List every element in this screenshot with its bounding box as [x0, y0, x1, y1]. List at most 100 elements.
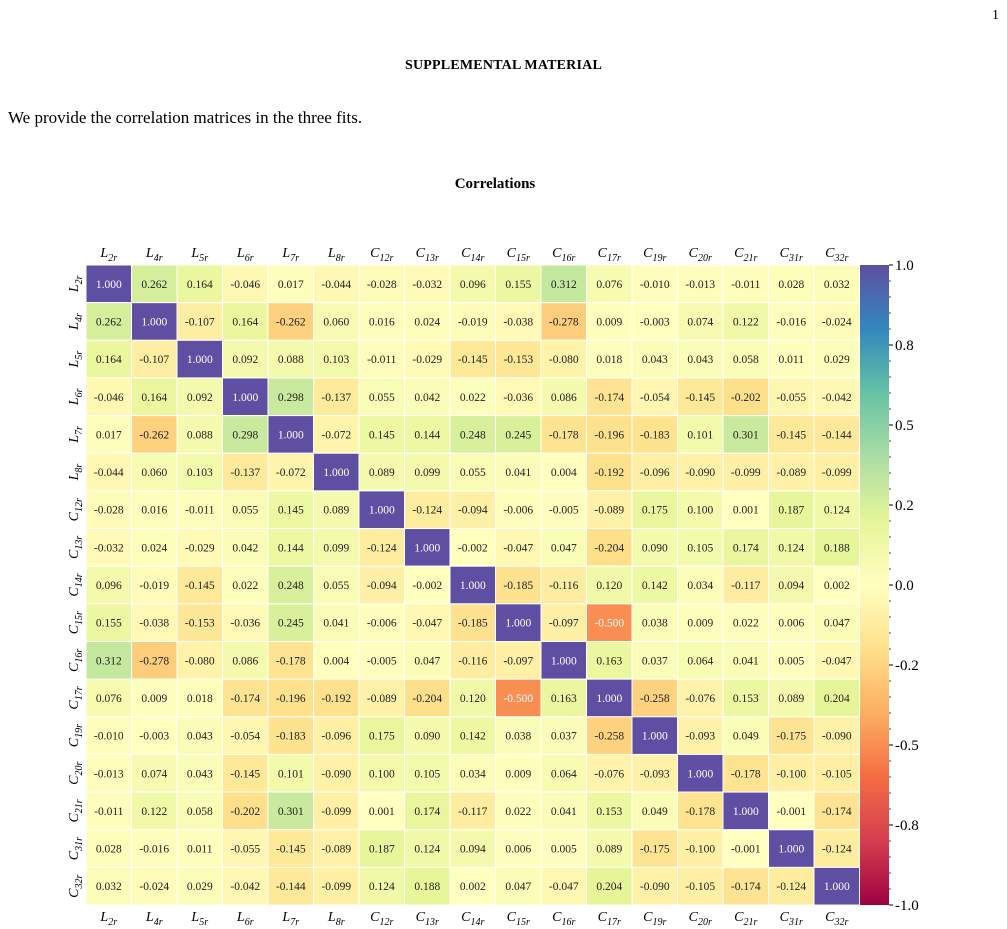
cell-value-label: -0.005 [549, 505, 579, 517]
cell-value-label: -0.145 [458, 354, 488, 366]
row-label: L7r [67, 426, 85, 444]
heatmap-cell [768, 302, 815, 341]
cell-value-label: 1.000 [278, 429, 304, 441]
cell-value-label: -0.144 [822, 429, 852, 441]
cell-value-label: 0.122 [733, 316, 759, 328]
column-label-bottom: L8r [327, 910, 345, 928]
row-label: C31r [67, 837, 85, 860]
colorbar-tick-label: -0.2 [895, 658, 919, 674]
heatmap-cell [768, 490, 815, 530]
column-label-top: C19r [643, 246, 666, 264]
cell-value-label: 0.312 [96, 655, 122, 667]
heatmap-cell [768, 377, 815, 417]
column-label-bottom: C15r [507, 910, 530, 928]
cell-value-label: 0.103 [323, 354, 349, 366]
cell-value-label: 0.163 [551, 693, 577, 705]
heatmap-cell [586, 678, 633, 718]
cell-value-label: 0.029 [187, 881, 213, 893]
cell-value-label: -0.005 [367, 655, 397, 667]
cell-value-label: -0.046 [94, 392, 124, 404]
heatmap-cell [813, 641, 860, 680]
colorbar-tick-label: -1.0 [895, 898, 919, 914]
heatmap-cell [677, 528, 724, 567]
cell-value-label: -0.174 [230, 693, 260, 705]
row-label: L5r [67, 351, 85, 369]
heatmap-cell [313, 565, 360, 605]
cell-value-label: 0.164 [187, 279, 213, 291]
cell-value-label: 0.028 [96, 844, 122, 856]
cell-value-label: -0.016 [139, 844, 169, 856]
heatmap-cell [404, 264, 451, 304]
cell-value-label: 0.142 [460, 731, 486, 743]
cell-value-label: 0.058 [733, 354, 759, 366]
heatmap-cell [813, 528, 860, 567]
cell-value-label: 0.002 [824, 580, 850, 592]
heatmap-cell [813, 603, 860, 642]
heatmap-cell [404, 565, 451, 605]
cell-value-label: -0.178 [685, 806, 715, 818]
cell-value-label: 0.047 [505, 881, 531, 893]
cell-value-label: -0.116 [549, 580, 579, 592]
cell-value-label: -0.175 [640, 844, 670, 856]
cell-value-label: -0.099 [321, 806, 351, 818]
cell-value-label: -0.196 [594, 429, 624, 441]
heatmap-cell [813, 791, 860, 831]
cell-value-label: 0.076 [596, 279, 622, 291]
cell-value-label: 0.018 [187, 693, 213, 705]
heatmap-cell [404, 791, 451, 831]
heatmap-cell [131, 678, 178, 718]
cell-value-label: 1.000 [551, 655, 577, 667]
heatmap-cell [176, 490, 223, 530]
row-label: C32r [67, 875, 85, 898]
heatmap-cell [131, 528, 178, 567]
heatmap-cell [131, 716, 178, 755]
cell-value-label: -0.145 [776, 429, 806, 441]
cell-value-label: 0.094 [778, 580, 804, 592]
colorbar-tick-label: 0.2 [895, 498, 914, 514]
cell-value-label: -0.094 [458, 505, 488, 517]
cell-value-label: 0.055 [232, 505, 258, 517]
heatmap-cell [677, 377, 724, 417]
heatmap-cell [631, 716, 678, 755]
heatmap-cell [631, 603, 678, 642]
heatmap-cell [677, 641, 724, 680]
cell-value-label: 0.174 [733, 542, 759, 554]
cell-value-label: -0.002 [458, 542, 488, 554]
heatmap-cell [313, 490, 360, 530]
cell-value-label: 0.005 [778, 655, 804, 667]
cell-value-label: -0.153 [503, 354, 533, 366]
cell-value-label: -0.089 [321, 844, 351, 856]
colorbar-tick-label: 0.8 [895, 338, 914, 354]
cell-value-label: 0.089 [778, 693, 804, 705]
heatmap-cell [313, 302, 360, 341]
heatmap-cell [631, 490, 678, 530]
row-label: C21r [67, 799, 85, 822]
heatmap-cell [495, 603, 542, 642]
cell-value-label: 0.248 [278, 580, 304, 592]
cell-value-label: -0.278 [139, 655, 169, 667]
cell-value-label: 0.002 [460, 881, 486, 893]
cell-value-label: 0.041 [551, 806, 577, 818]
cell-value-label: 0.011 [779, 354, 805, 366]
cell-value-label: 0.092 [232, 354, 258, 366]
cell-value-label: -0.090 [640, 881, 670, 893]
heatmap-cell [358, 716, 405, 755]
cell-value-label: -0.124 [822, 844, 852, 856]
cell-value-label: -0.144 [276, 881, 306, 893]
colorbar-tick-label: -0.8 [895, 818, 919, 834]
cell-value-label: 0.089 [596, 844, 622, 856]
cell-value-label: 0.022 [505, 806, 531, 818]
cell-value-label: -0.028 [94, 505, 124, 517]
cell-value-label: 0.001 [733, 505, 759, 517]
heatmap-cell [222, 415, 269, 454]
cell-value-label: 0.009 [596, 316, 622, 328]
column-label-bottom: C17r [598, 910, 621, 928]
heatmap-cell [313, 866, 360, 906]
cell-value-label: 0.060 [323, 316, 349, 328]
cell-value-label: -0.001 [731, 844, 761, 856]
heatmap-cell [631, 264, 678, 304]
heatmap-cell [495, 565, 542, 605]
cell-value-label: -0.090 [321, 768, 351, 780]
heatmap-cell [313, 753, 360, 793]
cell-value-label: 0.043 [687, 354, 713, 366]
